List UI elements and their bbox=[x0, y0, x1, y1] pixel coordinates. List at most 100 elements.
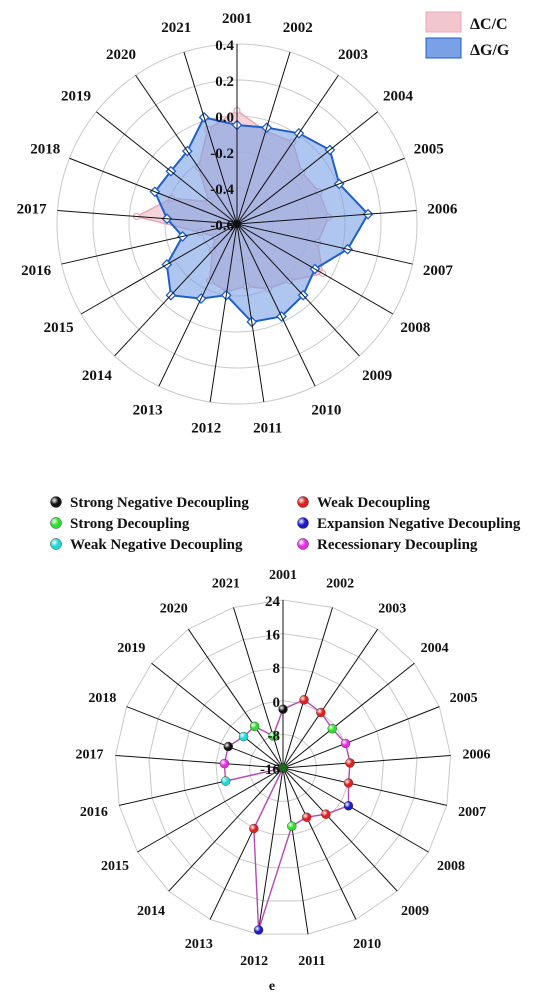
legend-label-dc: ΔC/C bbox=[470, 16, 508, 33]
point-2012 bbox=[253, 925, 264, 935]
spoke-2008 bbox=[236, 223, 394, 315]
spoke-2005 bbox=[236, 157, 405, 225]
category-labels: 2001 2002 2003 2004 2005 2006 2007 2008 2009 2010… bbox=[76, 568, 491, 969]
decoupling-series-layer bbox=[219, 695, 355, 935]
category-label-2017: 2017 bbox=[76, 748, 104, 763]
radar-chart-decoupling: -16 -8 0 8 16 24 2001 2002 2003 2004 2005 2006 2007… bbox=[76, 568, 491, 969]
radial-tick: 16 bbox=[265, 628, 281, 644]
category-label-2011: 2011 bbox=[253, 421, 282, 437]
category-label-2021: 2021 bbox=[161, 20, 191, 36]
radar-spokes bbox=[115, 600, 451, 935]
spoke-2004 bbox=[236, 111, 379, 225]
radial-tick-labels: -16 -8 0 8 16 24 bbox=[260, 594, 281, 778]
spoke-2019 bbox=[151, 662, 284, 769]
point-2002 bbox=[299, 695, 309, 705]
legend-marker bbox=[50, 517, 62, 529]
category-label-2012: 2012 bbox=[240, 954, 268, 969]
legend-label: Expansion Negative Decoupling bbox=[317, 516, 521, 532]
spoke-2021 bbox=[233, 607, 284, 769]
category-label-2003: 2003 bbox=[378, 602, 406, 617]
spoke-2003 bbox=[282, 628, 379, 769]
point-2001 bbox=[278, 704, 288, 714]
radial-tick: -0.4 bbox=[210, 182, 234, 198]
point-2016 bbox=[220, 776, 231, 786]
grid-ring bbox=[215, 700, 351, 835]
legend-chart1: ΔC/C ΔG/G bbox=[425, 11, 510, 59]
spoke-2010 bbox=[236, 223, 316, 387]
category-labels: 2001 2002 2003 2004 2005 2006 2007 2008 2009 2010… bbox=[17, 11, 458, 437]
legend-marker bbox=[50, 538, 62, 550]
category-label-2010: 2010 bbox=[311, 403, 341, 419]
radial-tick: 24 bbox=[265, 594, 281, 610]
radar-spokes bbox=[57, 44, 417, 403]
spoke-2020 bbox=[135, 74, 238, 225]
spoke-2009 bbox=[282, 767, 398, 892]
spoke-2018 bbox=[126, 706, 284, 769]
radar-chart-growth-rates: -0.6-0.4-0.20.00.20.4 200120022003200420… bbox=[17, 11, 458, 437]
spoke-2006 bbox=[282, 754, 451, 769]
category-label-2007: 2007 bbox=[423, 263, 454, 279]
point-2020 bbox=[249, 721, 260, 732]
point-2006 bbox=[345, 758, 355, 768]
category-label-2018: 2018 bbox=[30, 142, 60, 158]
legend-marker bbox=[297, 538, 309, 550]
radial-tick: 0 bbox=[273, 695, 281, 711]
category-label-2009: 2009 bbox=[362, 368, 392, 384]
category-label-2020: 2020 bbox=[160, 602, 188, 617]
category-label-2019: 2019 bbox=[117, 641, 145, 656]
category-label-2006: 2006 bbox=[462, 748, 490, 763]
category-label-2012: 2012 bbox=[191, 421, 221, 437]
category-label-2001: 2001 bbox=[222, 11, 252, 27]
category-label-2002: 2002 bbox=[283, 20, 313, 36]
legend-label: Weak Decoupling bbox=[317, 495, 430, 511]
spoke-2008 bbox=[282, 767, 429, 853]
radar-grid bbox=[114, 599, 452, 935]
spoke-2012 bbox=[257, 767, 284, 935]
category-label-2016: 2016 bbox=[21, 263, 52, 279]
spoke-2017 bbox=[115, 754, 284, 769]
category-label-2001: 2001 bbox=[269, 568, 297, 583]
spoke-2016 bbox=[61, 223, 238, 265]
point-2011 bbox=[287, 821, 297, 831]
radial-tick: 0.2 bbox=[215, 74, 234, 90]
category-label-2017: 2017 bbox=[17, 202, 48, 218]
legend-label: Recessionary Decoupling bbox=[317, 537, 478, 553]
point-2013 bbox=[249, 823, 259, 834]
spoke-2021 bbox=[183, 51, 238, 225]
category-label-2020: 2020 bbox=[106, 47, 136, 63]
spoke-2013 bbox=[158, 223, 238, 387]
radial-tick: 8 bbox=[273, 661, 281, 677]
spoke-2020 bbox=[187, 628, 284, 769]
category-label-2019: 2019 bbox=[61, 89, 91, 105]
spoke-2017 bbox=[57, 210, 238, 225]
category-label-2013: 2013 bbox=[133, 403, 163, 419]
spoke-2005 bbox=[282, 706, 440, 769]
category-label-2011: 2011 bbox=[298, 954, 325, 969]
spoke-2015 bbox=[137, 767, 284, 853]
spoke-2010 bbox=[282, 767, 357, 920]
category-label-2002: 2002 bbox=[326, 577, 354, 592]
legend-label: Weak Negative Decoupling bbox=[70, 537, 243, 553]
legend-marker bbox=[297, 517, 309, 529]
legend-label: Strong Negative Decoupling bbox=[70, 495, 249, 511]
point-2017 bbox=[219, 758, 230, 769]
category-label-2016: 2016 bbox=[80, 805, 108, 820]
point-2019 bbox=[238, 731, 249, 742]
spoke-2002 bbox=[236, 51, 291, 225]
panel-caption: e bbox=[269, 979, 275, 994]
spoke-2006 bbox=[236, 210, 417, 225]
spoke-2009 bbox=[236, 223, 360, 357]
category-label-2005: 2005 bbox=[414, 142, 444, 158]
spoke-2014 bbox=[114, 223, 238, 357]
grid-ring bbox=[114, 599, 452, 935]
category-label-2007: 2007 bbox=[458, 805, 486, 820]
point-2009 bbox=[321, 809, 331, 819]
legend-chart2: Strong Negative Decoupling Weak Decouplin… bbox=[50, 495, 521, 553]
spoke-2003 bbox=[236, 74, 339, 225]
radial-tick-labels: -0.6 -0.4 -0.2 0.0 0.2 0.4 bbox=[210, 38, 234, 234]
spoke-2019 bbox=[95, 111, 238, 225]
spoke-2014 bbox=[168, 767, 284, 892]
legend-marker bbox=[50, 496, 62, 508]
spoke-2018 bbox=[69, 157, 238, 225]
